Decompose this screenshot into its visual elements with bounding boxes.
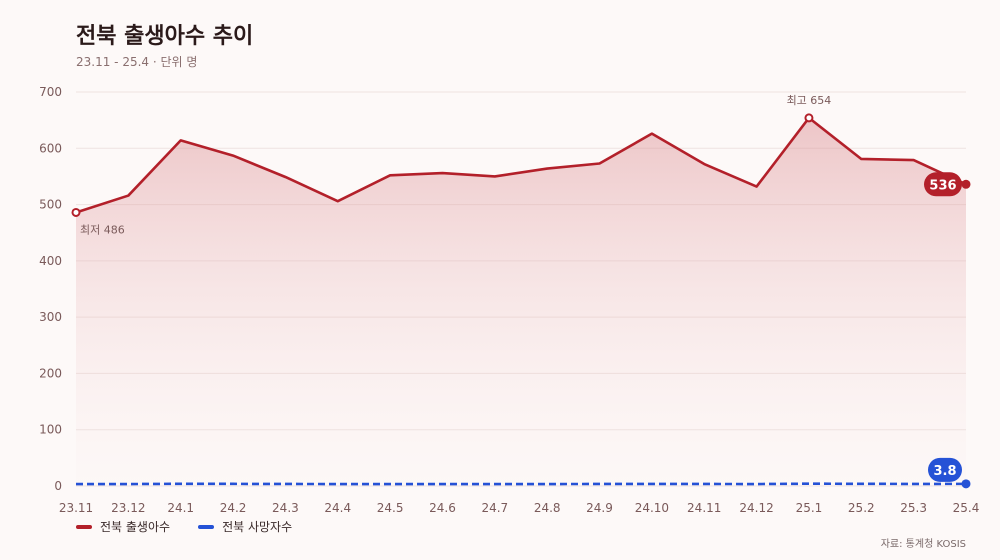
- x-tick-label: 25.2: [848, 501, 875, 515]
- y-tick-label: 600: [39, 141, 62, 155]
- chart-title: 전북 출생아수 추이: [76, 24, 254, 49]
- x-tick-label: 24.4: [324, 501, 351, 515]
- y-tick-label: 0: [54, 479, 62, 493]
- x-tick-label: 24.8: [534, 501, 561, 515]
- y-tick-label: 500: [39, 198, 62, 212]
- x-tick-label: 24.11: [687, 501, 721, 515]
- x-axis-ticks: 23.11 23.12 24.1 24.2 24.3 24.4 24.5 24.6 24.7 24…: [59, 501, 980, 515]
- x-tick-label: 24.9: [586, 501, 613, 515]
- y-tick-label: 100: [39, 423, 62, 437]
- y-tick-label: 400: [39, 254, 62, 268]
- y-tick-label: 300: [39, 310, 62, 324]
- source-note: 자료: 통계청 KOSIS: [880, 539, 966, 550]
- birth-end-point: [961, 179, 971, 189]
- x-tick-label: 25.3: [900, 501, 927, 515]
- death-end-value: 3.8: [933, 464, 956, 479]
- legend-item-death[interactable]: 전북 사망자수: [198, 518, 292, 535]
- birth-end-badge: [924, 172, 962, 197]
- birth-end-value: 536: [929, 178, 956, 193]
- x-tick-label: 25.4: [953, 501, 980, 515]
- legend-swatch-birth: [76, 524, 92, 529]
- min-label: 최저 486: [80, 223, 125, 236]
- x-tick-label: 24.7: [481, 501, 508, 515]
- chart-subtitle: 23.11 - 25.4 · 단위 명: [76, 55, 198, 69]
- x-tick-label: 23.11: [59, 501, 93, 515]
- y-tick-label: 200: [39, 366, 62, 380]
- birth-area-fill: [76, 117, 966, 487]
- series-lines: [75, 116, 967, 486]
- max-marker: [804, 113, 814, 123]
- x-tick-label: 24.6: [429, 501, 456, 515]
- x-tick-label: 24.12: [739, 501, 773, 515]
- x-tick-label: 24.3: [272, 501, 299, 515]
- birth-area: [76, 117, 966, 487]
- legend-item-birth[interactable]: 전북 출생아수: [76, 518, 170, 535]
- x-tick-label: 23.12: [111, 501, 145, 515]
- annotations: 최고 654 최저 486 536 3.8: [71, 94, 971, 489]
- legend-swatch-death: [198, 524, 215, 529]
- x-tick-label: 24.5: [377, 501, 404, 515]
- legend-label-death: 전북 사망자수: [222, 520, 293, 534]
- x-tick-label: 24.10: [635, 501, 669, 515]
- y-tick-label: 700: [39, 85, 62, 99]
- legend: 전북 출생아수 전북 사망자수: [76, 518, 292, 535]
- min-marker: [71, 207, 81, 217]
- legend-label-birth: 전북 출생아수: [100, 520, 171, 534]
- x-tick-label: 25.1: [796, 501, 823, 515]
- death-end-badge: [928, 457, 962, 482]
- max-label: 최고 654: [787, 94, 832, 107]
- series-line-birth: [75, 116, 967, 214]
- x-tick-label: 24.2: [220, 501, 247, 515]
- y-axis-ticks: 0 100 200 300 400 500 600 700: [39, 85, 62, 493]
- death-end-point: [961, 479, 971, 489]
- x-tick-label: 24.1: [167, 501, 194, 515]
